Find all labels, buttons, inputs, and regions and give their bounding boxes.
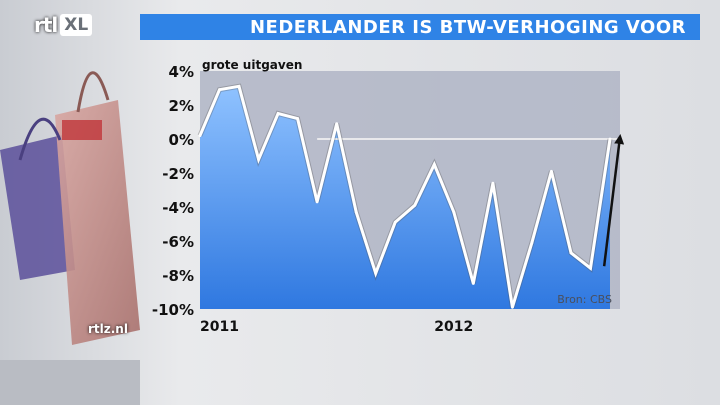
data-point (354, 210, 358, 214)
x-tick-label: 2012 (434, 319, 473, 335)
data-point (218, 88, 221, 92)
logo-badge: XL (60, 14, 93, 36)
y-tick-label: 0% (169, 131, 194, 149)
y-tick-label: -10% (152, 301, 194, 319)
trend-arrow (602, 134, 625, 267)
data-point (608, 137, 612, 141)
source-label: Bron: CBS (557, 293, 612, 306)
watermark: rtlz.nl (88, 322, 128, 336)
data-point (530, 241, 534, 245)
data-point (413, 203, 417, 207)
series-line (198, 84, 612, 308)
data-point (471, 282, 475, 285)
y-tick-label: 2% (169, 97, 194, 115)
y-tick-label: -6% (162, 233, 194, 251)
chart-title: NEDERLANDER IS BTW-VERHOGING VOOR (249, 16, 686, 38)
data-point (374, 271, 378, 275)
data-point (257, 158, 260, 161)
data-point (569, 251, 573, 255)
data-point (511, 305, 514, 309)
data-point (276, 112, 280, 115)
y-tick-label: -2% (162, 165, 194, 183)
data-point (335, 122, 339, 126)
chart-subtitle: grote uitgaven (202, 58, 302, 72)
logo-text: rtl (34, 13, 58, 37)
rtlz-logo: rtl XL (34, 12, 93, 38)
shopping-bags-illustration (0, 71, 140, 405)
data-point (237, 84, 241, 88)
data-point (393, 220, 397, 224)
data-point (198, 134, 202, 137)
data-point (550, 169, 553, 173)
y-tick-label: 4% (169, 63, 194, 81)
data-point (589, 266, 592, 270)
y-tick-label: -8% (162, 267, 194, 285)
y-tick-label: -4% (162, 199, 194, 217)
chart: 4% 2% 0% -2% -4% -6% -8% -10% 2011 2012 grote ui… (152, 58, 625, 335)
x-tick-label: 2011 (200, 319, 239, 335)
data-point (491, 181, 495, 185)
title-bar: NEDERLANDER IS BTW-VERHOGING VOOR (140, 14, 700, 40)
data-point (452, 210, 456, 214)
data-point (432, 163, 436, 166)
data-point (315, 200, 319, 204)
data-point (296, 117, 299, 120)
